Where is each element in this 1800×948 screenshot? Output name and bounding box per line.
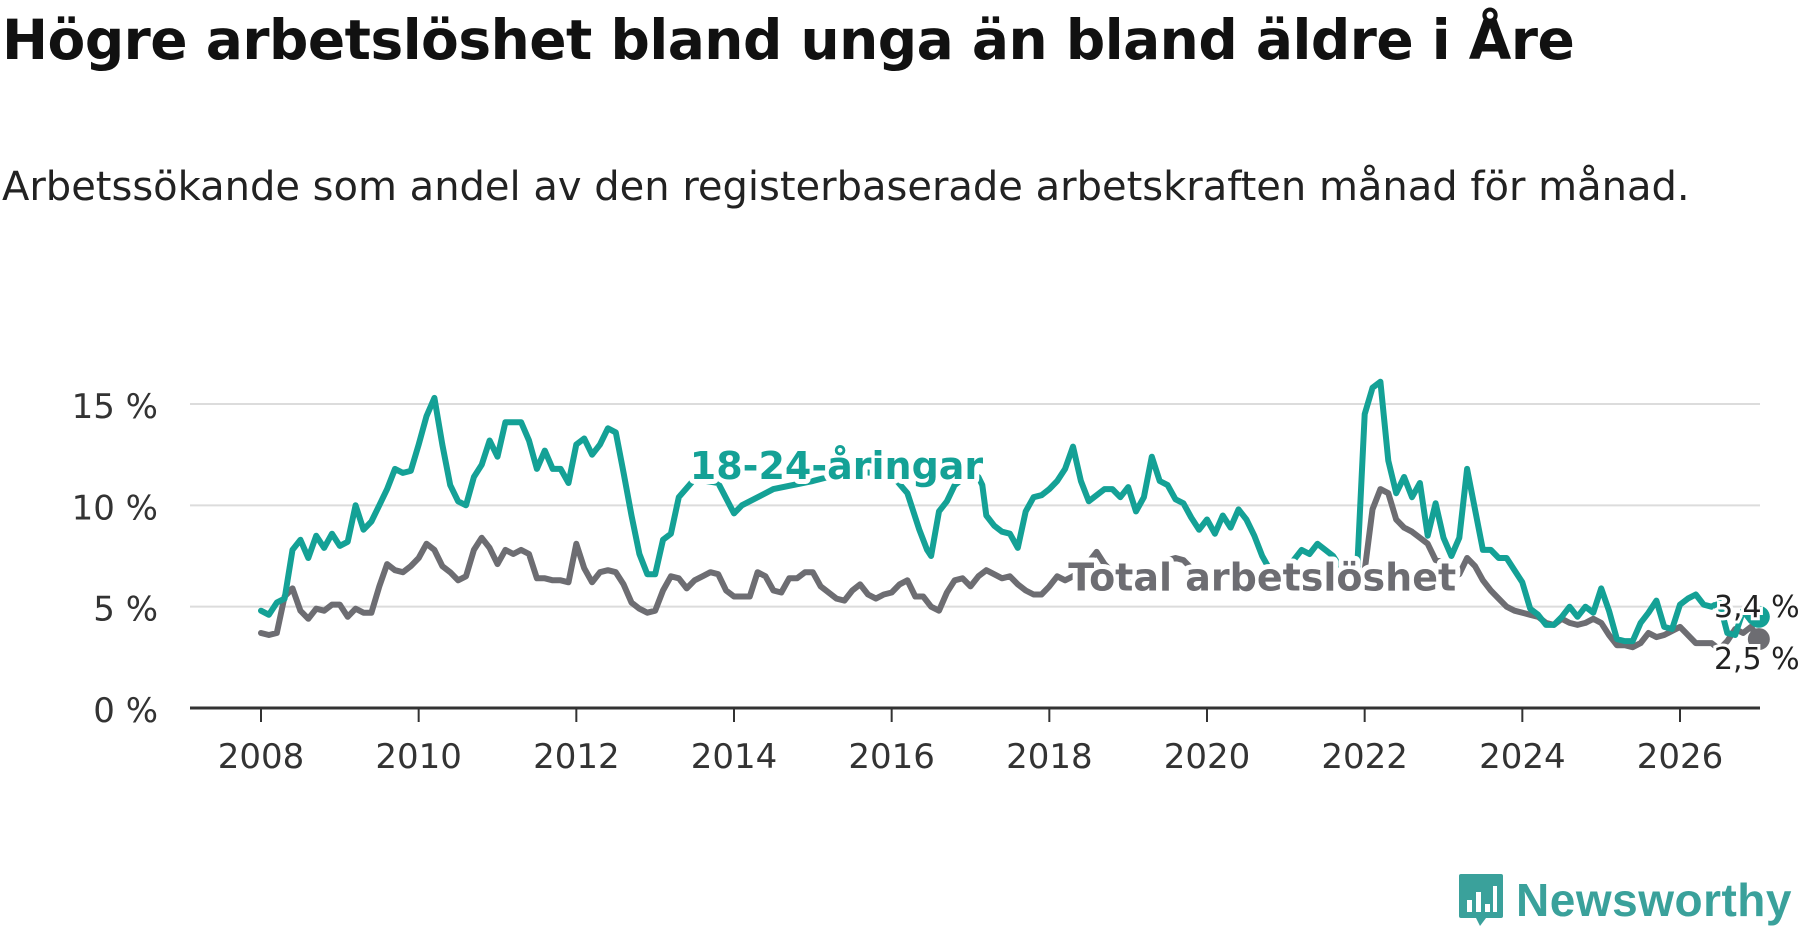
series-end-point (1747, 628, 1770, 651)
grid-lines (190, 403, 1760, 710)
series-end-point (1747, 605, 1770, 628)
y-tick-label: 5 % (93, 590, 158, 630)
chart-subtitle: Arbetssökande som andel av den registerb… (2, 164, 1690, 210)
x-tick-label: 2022 (1321, 737, 1408, 777)
x-tick-label: 2012 (533, 737, 620, 777)
series-label-youth: 18-24-åringar (690, 444, 984, 488)
x-axis: 2008 2010 2012 2014 2016 2018 2020 2022 2024 2026 (218, 708, 1724, 777)
y-tick-label: 0 % (93, 691, 158, 731)
series-lines (258, 378, 1770, 653)
x-tick-label: 2010 (375, 737, 462, 777)
x-tick-label: 2018 (1006, 737, 1093, 777)
chart-title: Högre arbetslöshet bland unga än bland ä… (2, 8, 1575, 72)
y-tick-label: 10 % (72, 488, 158, 528)
newsworthy-logo-icon (1459, 874, 1504, 926)
x-tick-label: 2026 (1637, 737, 1724, 777)
series-label-total: Total arbetslöshet (1068, 555, 1456, 599)
y-tick-label: 15 % (72, 387, 158, 427)
newsworthy-logo[interactable]: Newsworthy (1458, 872, 1792, 928)
series-line-total (258, 486, 1762, 653)
x-tick-label: 2024 (1479, 737, 1566, 777)
x-tick-label: 2008 (218, 737, 305, 777)
series-labels: 18-24-åringar Total arbetslöshet 3,4 % 2,5 … (685, 439, 1800, 680)
end-value-youth: 2,5 % (1714, 642, 1800, 677)
y-axis: 0 % 5 % 10 % 15 % (72, 387, 158, 731)
x-tick-label: 2020 (1164, 737, 1251, 777)
newsworthy-logo-text: Newsworthy (1516, 874, 1792, 926)
series-line-youth (258, 378, 1762, 645)
x-tick-label: 2014 (691, 737, 778, 777)
end-value-total: 3,4 % (1714, 590, 1800, 625)
x-tick-label: 2016 (848, 737, 935, 777)
